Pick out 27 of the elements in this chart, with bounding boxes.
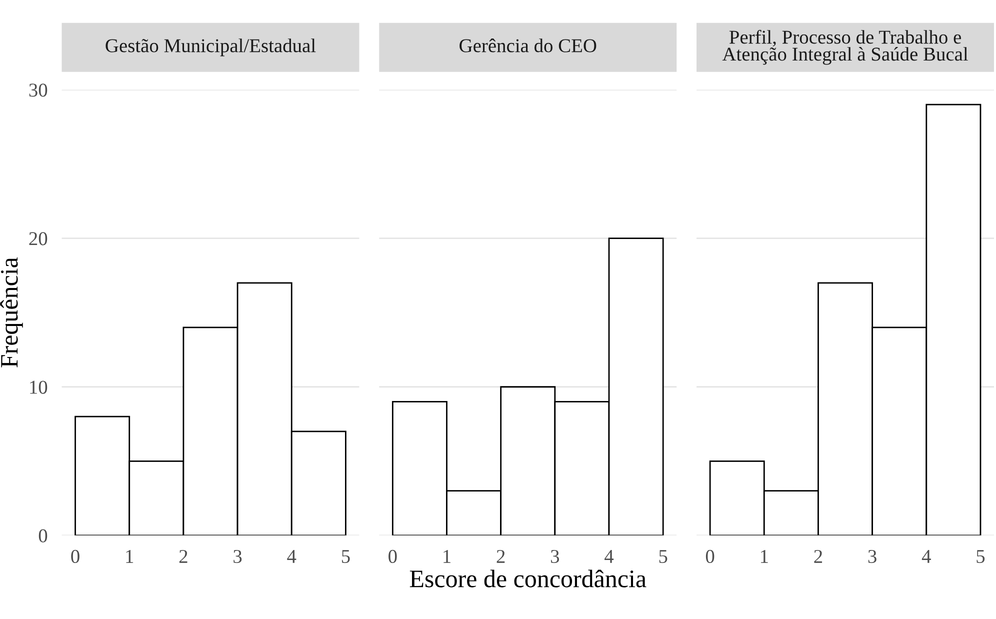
x-tick-label: 0 — [706, 550, 714, 564]
x-tick-label: 4 — [287, 550, 296, 563]
x-tick-label: 2 — [179, 550, 188, 563]
x-tick-label: 0 — [388, 550, 397, 564]
y-axis-title: Frequência — [0, 257, 23, 368]
chart-title: Gestão Municipal/Estadual — [106, 38, 316, 56]
x-tick-label: 0 — [71, 550, 80, 564]
x-tick-label: 5 — [659, 550, 668, 564]
x-tick-label: 1 — [126, 550, 134, 563]
chart-title: Gerência do CEO — [460, 38, 596, 52]
x-tick-label: 3 — [234, 550, 242, 564]
x-tick-label: 2 — [496, 550, 505, 563]
x-tick-label: 3 — [868, 550, 876, 564]
y-tick-label: 20 — [29, 232, 48, 246]
chart-title: Perfil, Processo de Trabalho e Atenção Integral à Saúde Bucal — [722, 30, 968, 65]
x-tick-label: 4 — [922, 550, 931, 563]
x-tick-label: 2 — [814, 550, 822, 563]
x-axis-title: Escore de concordância — [410, 570, 646, 588]
x-tick-label: 3 — [550, 550, 560, 564]
y-tick-label: 10 — [30, 380, 48, 394]
x-tick-label: 4 — [604, 550, 614, 563]
x-tick-label: 5 — [976, 550, 985, 564]
x-tick-label: 1 — [444, 550, 450, 563]
y-tick-label: 30 — [29, 84, 48, 97]
x-tick-label: 5 — [342, 550, 350, 564]
y-tick-label: 0 — [38, 529, 48, 542]
x-tick-label: 1 — [760, 550, 768, 563]
